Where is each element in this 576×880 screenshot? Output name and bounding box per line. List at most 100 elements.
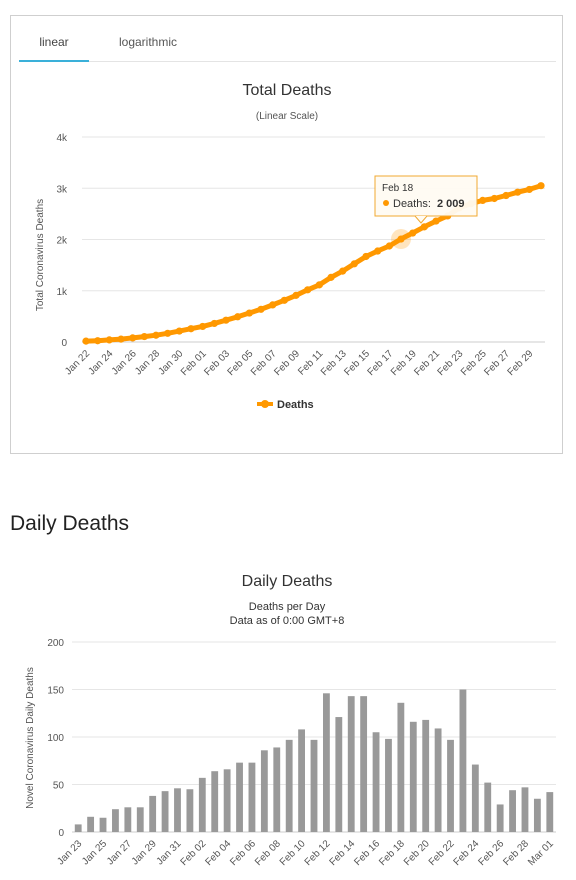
x-tick-label: Jan 29 [130,838,159,867]
bar [509,790,516,832]
data-point [82,337,90,345]
x-tick-label: Jan 23 [55,838,84,867]
data-point [257,305,265,313]
data-point [315,281,323,289]
bar [372,732,380,832]
x-tick-label: Feb 12 [303,838,333,868]
data-point [117,335,125,343]
bar-y-axis-title: Novel Coronavirus Daily Deaths [25,667,36,809]
bar [285,739,293,832]
y-tick-label: 1k [56,287,68,298]
x-tick-label: Jan 22 [63,348,92,377]
tab-linear[interactable]: linear [19,24,89,62]
bar [298,729,306,832]
data-point [269,301,277,309]
data-point [362,252,370,261]
data-point [385,242,393,250]
x-tick-label: Jan 27 [105,838,134,867]
y-tick-label: 3k [56,184,68,195]
tooltip-label: Deaths: [393,198,431,210]
data-point [409,229,417,237]
x-tick-label: Feb 10 [278,838,308,868]
total-deaths-chart: Total Deaths (Linear Scale) Total Corona… [35,82,545,411]
data-point [199,322,207,331]
bar [397,702,405,832]
data-point [525,185,533,194]
bar [434,728,442,832]
data-point [327,273,335,281]
y-tick-label: 200 [47,638,64,649]
bar [409,721,417,832]
data-point [304,286,312,294]
data-point [105,336,113,344]
bar-chart-subtitle: Deaths per Day [249,601,326,613]
x-tick-label: Feb 14 [328,838,358,868]
y-tick-label: 4k [56,133,68,144]
x-tick-label: Jan 25 [80,838,109,867]
bar [347,696,355,832]
daily-deaths-chart: Daily Deaths Deaths per Day Data as of 0… [25,573,556,868]
x-tick-label: Feb 08 [253,838,283,868]
bar [211,771,219,832]
bar [447,739,454,832]
x-tick-label: Jan 31 [155,838,184,867]
x-tick-label: Feb 26 [476,838,506,868]
chart-title: Total Deaths [243,82,332,99]
data-point [187,325,195,333]
bar [87,816,95,832]
data-point [502,191,510,200]
y-tick-label: 150 [47,686,64,697]
y-tick-label: 50 [53,781,65,792]
data-point [339,267,347,275]
bar [335,717,343,832]
data-point [152,331,160,339]
data-point [210,319,218,328]
bar [248,762,256,832]
tooltip-date: Feb 18 [382,183,414,194]
bar [471,764,479,832]
chart-subtitle: (Linear Scale) [256,111,318,122]
data-point [420,223,428,231]
bar [149,795,157,832]
bar [161,791,169,832]
bar [112,809,119,832]
x-tick-label: Feb 18 [377,838,407,868]
bar [74,824,82,832]
x-tick-label: Jan 24 [86,348,115,377]
bar [223,769,231,832]
bar [546,792,554,832]
bar [99,817,107,832]
data-point [175,327,183,335]
bar [198,777,206,832]
data-point [432,217,440,225]
legend-label: Deaths [277,399,314,411]
data-point [479,196,487,204]
y-tick-label: 100 [47,733,64,744]
data-point [350,260,358,268]
y-tick-label: 0 [58,828,64,839]
section-title-daily-deaths: Daily Deaths [10,512,130,535]
data-point [140,332,148,341]
bar [273,747,281,832]
bar [422,719,430,832]
x-tick-label: Mar 01 [526,838,556,868]
y-axis-title: Total Coronavirus Deaths [35,199,46,311]
bar-chart-title: Daily Deaths [242,573,333,590]
x-tick-label: Feb 02 [179,838,209,868]
bar [521,787,529,832]
bar [496,804,504,832]
x-tick-label: Feb 06 [228,838,258,868]
x-tick-label: Feb 16 [352,838,382,868]
data-point [222,316,230,324]
x-tick-label: Feb 29 [506,348,536,378]
x-tick-label: Feb 09 [272,348,302,378]
total-deaths-card: linear logarithmic Total Deaths (Linear … [10,15,563,454]
data-point [280,296,288,304]
tab-logarithmic[interactable]: logarithmic [118,35,178,49]
x-tick-label: Feb 24 [452,838,482,868]
bar [124,807,132,832]
bar [260,750,268,832]
scale-tabs: linear logarithmic [19,24,556,62]
bar [136,807,144,832]
tooltip-value: 2 009 [437,198,465,210]
